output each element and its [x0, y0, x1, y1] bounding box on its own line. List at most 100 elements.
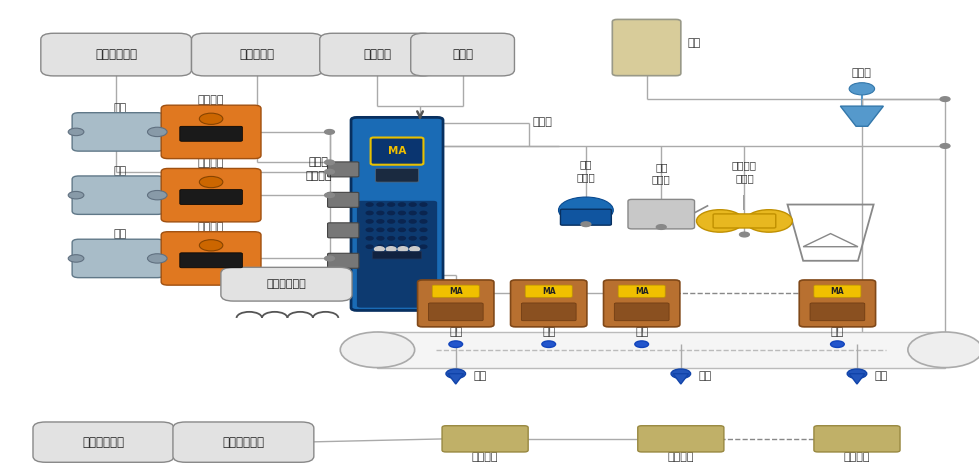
FancyBboxPatch shape [614, 303, 669, 321]
Circle shape [324, 160, 334, 164]
Text: 环境监测: 环境监测 [364, 48, 391, 61]
FancyBboxPatch shape [41, 33, 191, 76]
FancyBboxPatch shape [73, 239, 164, 278]
FancyBboxPatch shape [411, 33, 514, 76]
FancyBboxPatch shape [191, 33, 322, 76]
Circle shape [940, 97, 950, 102]
Polygon shape [849, 374, 864, 384]
Text: 扩音电话: 扩音电话 [471, 452, 499, 462]
FancyBboxPatch shape [179, 126, 242, 141]
Circle shape [399, 212, 406, 215]
Text: 速度检测
传感器: 速度检测 传感器 [732, 161, 757, 183]
FancyBboxPatch shape [33, 422, 173, 462]
FancyBboxPatch shape [319, 33, 435, 76]
Circle shape [831, 341, 844, 347]
Circle shape [410, 220, 416, 223]
FancyBboxPatch shape [525, 285, 572, 298]
FancyBboxPatch shape [814, 426, 900, 452]
Text: 电机: 电机 [114, 229, 126, 239]
FancyBboxPatch shape [372, 251, 421, 259]
Circle shape [410, 236, 416, 240]
Circle shape [367, 220, 373, 223]
FancyBboxPatch shape [327, 253, 359, 268]
Circle shape [69, 255, 84, 262]
Circle shape [147, 127, 167, 137]
Circle shape [324, 130, 334, 134]
Circle shape [398, 247, 408, 251]
Circle shape [740, 232, 750, 237]
Bar [377, 332, 945, 368]
Circle shape [377, 212, 384, 215]
Circle shape [69, 128, 84, 136]
Circle shape [199, 176, 222, 188]
FancyBboxPatch shape [327, 223, 359, 238]
Text: 跑偏: 跑偏 [473, 370, 487, 381]
Text: 急停: 急停 [542, 327, 556, 337]
Text: MA: MA [542, 287, 556, 296]
Circle shape [367, 228, 373, 232]
Circle shape [367, 236, 373, 240]
Text: 双绞线: 双绞线 [532, 117, 552, 126]
Text: 启动开关: 启动开关 [198, 158, 224, 168]
FancyBboxPatch shape [220, 267, 352, 301]
Circle shape [542, 341, 556, 347]
FancyBboxPatch shape [800, 280, 875, 327]
FancyBboxPatch shape [604, 280, 680, 327]
Text: 光纤: 光纤 [688, 38, 701, 48]
Text: 电机: 电机 [114, 166, 126, 176]
FancyBboxPatch shape [327, 192, 359, 207]
Circle shape [581, 222, 591, 227]
FancyBboxPatch shape [161, 168, 261, 222]
FancyBboxPatch shape [638, 426, 724, 452]
FancyBboxPatch shape [561, 209, 612, 225]
Circle shape [386, 247, 396, 251]
FancyBboxPatch shape [172, 422, 314, 462]
Text: 跑偏: 跑偏 [699, 370, 711, 381]
Circle shape [374, 247, 384, 251]
Text: MA: MA [449, 287, 463, 296]
Circle shape [324, 169, 334, 174]
Circle shape [399, 245, 406, 248]
Text: 洒水灭火装置: 洒水灭火装置 [267, 279, 307, 289]
Text: 启动开关: 启动开关 [198, 95, 224, 105]
FancyBboxPatch shape [161, 105, 261, 158]
Circle shape [446, 369, 466, 378]
FancyBboxPatch shape [179, 189, 242, 204]
Circle shape [420, 220, 427, 223]
Circle shape [388, 220, 395, 223]
Text: 料位计: 料位计 [852, 68, 872, 78]
FancyBboxPatch shape [428, 303, 483, 321]
Circle shape [697, 210, 744, 232]
Circle shape [847, 369, 866, 378]
FancyBboxPatch shape [511, 280, 587, 327]
FancyBboxPatch shape [73, 176, 164, 214]
Circle shape [849, 83, 874, 95]
FancyBboxPatch shape [417, 280, 494, 327]
FancyBboxPatch shape [375, 168, 418, 182]
Circle shape [420, 203, 427, 206]
Circle shape [377, 236, 384, 240]
Circle shape [410, 203, 416, 206]
FancyBboxPatch shape [73, 113, 164, 151]
Text: 纵撕保护装置: 纵撕保护装置 [82, 436, 124, 449]
Text: 断带保护装置: 断带保护装置 [222, 436, 265, 449]
Text: 烟雾
检测器: 烟雾 检测器 [576, 160, 595, 182]
FancyBboxPatch shape [179, 253, 242, 268]
Polygon shape [673, 374, 689, 384]
Circle shape [147, 190, 167, 200]
Circle shape [671, 369, 691, 378]
Circle shape [410, 228, 416, 232]
Text: 电机: 电机 [114, 102, 126, 112]
Text: MA: MA [388, 146, 407, 156]
Circle shape [635, 341, 649, 347]
FancyBboxPatch shape [161, 232, 261, 285]
Circle shape [449, 341, 463, 347]
Circle shape [324, 193, 334, 197]
FancyBboxPatch shape [432, 285, 479, 298]
Text: MA: MA [635, 287, 649, 296]
FancyBboxPatch shape [814, 285, 860, 298]
Circle shape [410, 245, 416, 248]
Text: 自动紧张装置: 自动紧张装置 [95, 48, 137, 61]
Text: 操作屏: 操作屏 [452, 48, 473, 61]
Text: 启动开关: 启动开关 [198, 221, 224, 232]
